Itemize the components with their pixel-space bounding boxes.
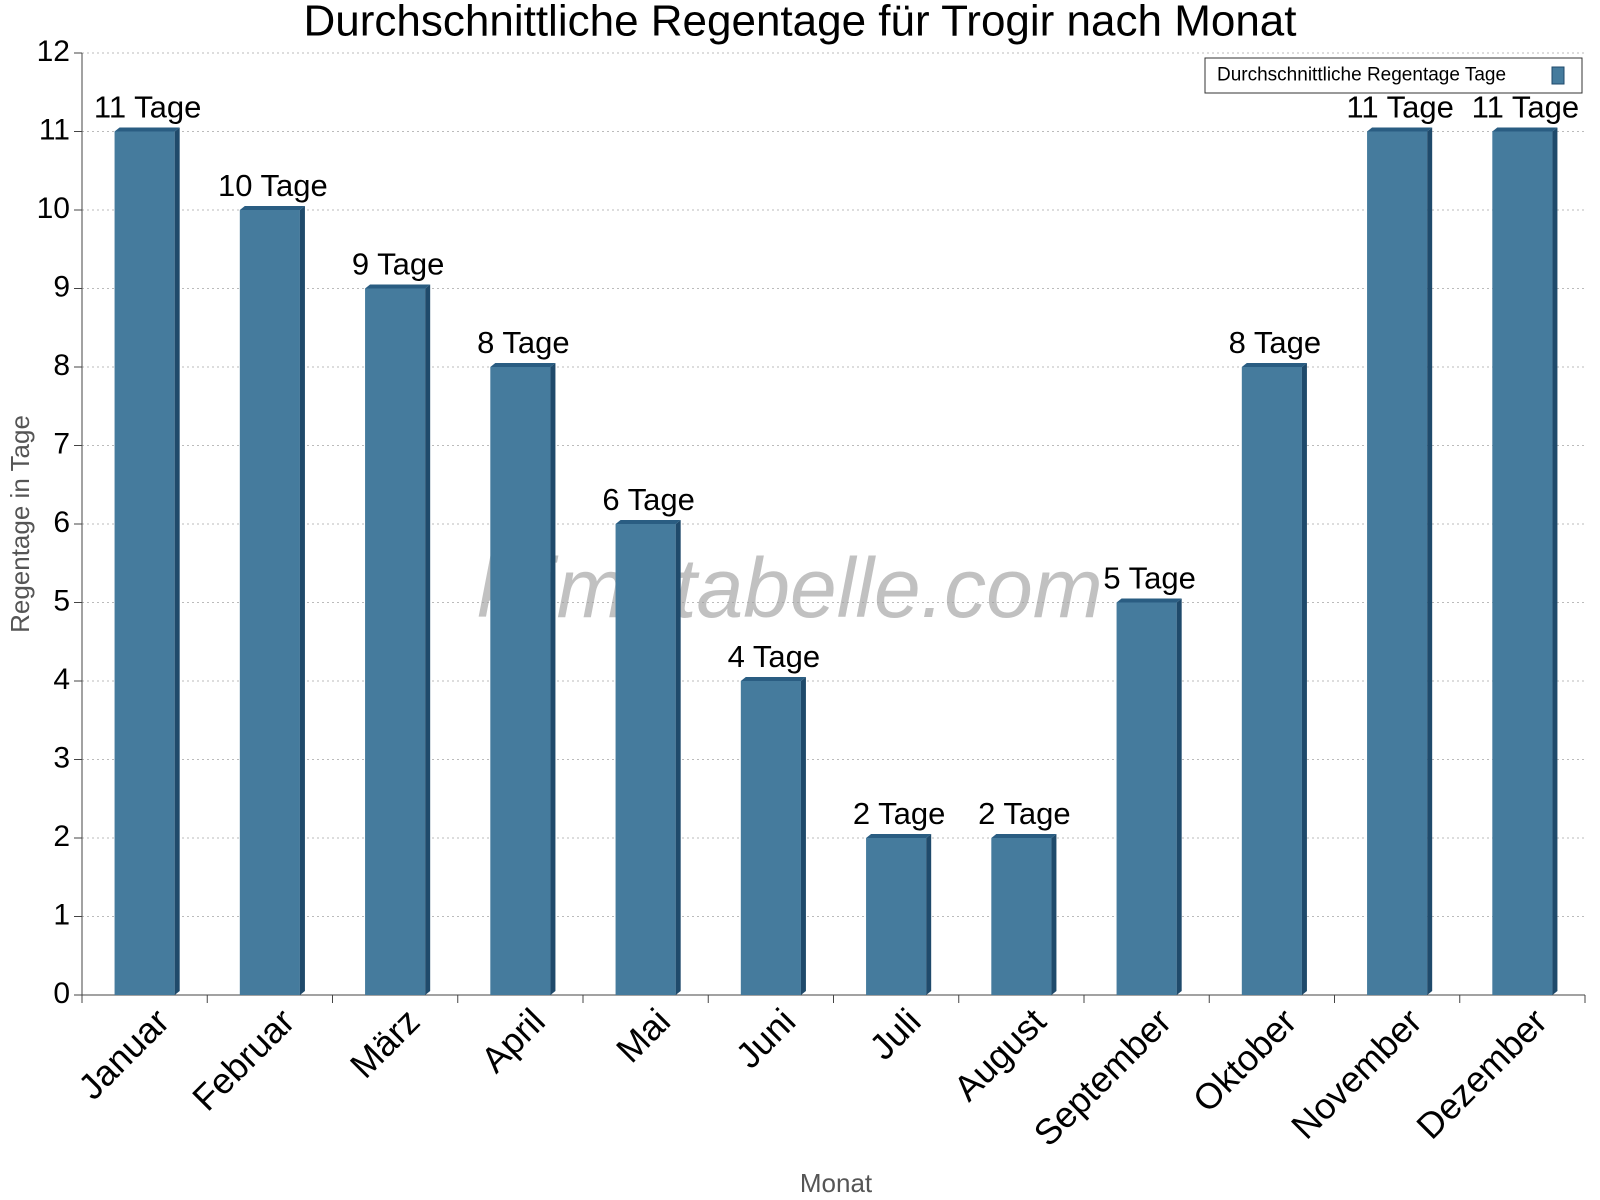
bar-top [866, 834, 932, 838]
x-tick-label: November [1283, 1000, 1429, 1146]
bar-side [1176, 598, 1182, 995]
bar-top [740, 677, 806, 681]
bar-top [114, 127, 180, 132]
bar-top [365, 284, 431, 289]
bar-top [1367, 127, 1433, 132]
value-label: 11 Tage [94, 90, 201, 125]
bar-side [550, 363, 556, 995]
bar [866, 838, 927, 995]
bar [1241, 367, 1302, 995]
watermark: klimatabelle.com [477, 541, 1103, 635]
bar [1116, 602, 1177, 995]
x-tick-label: Mai [608, 1000, 678, 1070]
x-tick-label: Januar [70, 1000, 177, 1107]
y-tick-label: 10 [37, 192, 70, 225]
bar-side [1051, 834, 1057, 995]
value-label: 8 Tage [477, 325, 570, 360]
bar-side [675, 520, 681, 995]
bar [740, 681, 801, 995]
x-tick-label: Dezember [1408, 1000, 1554, 1146]
bar-top [239, 206, 305, 210]
value-label: 9 Tage [352, 247, 445, 282]
bar [1492, 131, 1553, 995]
bar-side [1427, 127, 1433, 995]
bar-top [490, 363, 556, 367]
y-tick-label: 11 [39, 113, 70, 146]
x-tick-label: September [1025, 1000, 1179, 1154]
bar-top [1492, 127, 1558, 132]
bar-top [991, 834, 1057, 838]
y-tick-label: 7 [53, 427, 70, 460]
bar [114, 131, 175, 995]
bar [615, 524, 676, 995]
value-label: 6 Tage [602, 482, 695, 517]
x-tick-label: April [473, 1000, 553, 1080]
y-tick-label: 6 [53, 506, 70, 539]
bar [239, 210, 300, 995]
x-tick-label: August [946, 1000, 1054, 1108]
bar-side [425, 284, 431, 995]
value-label: 4 Tage [728, 639, 821, 674]
y-tick-label: 12 [37, 35, 70, 68]
bar-side [174, 127, 180, 995]
bar-side [800, 677, 806, 995]
bar-top [1116, 598, 1182, 603]
legend-swatch [1551, 66, 1565, 85]
bar-top [1241, 363, 1307, 367]
y-tick-label: 2 [53, 820, 70, 853]
x-tick-label: Juni [728, 1000, 804, 1076]
y-tick-label: 1 [53, 898, 70, 931]
legend-label: Durchschnittliche Regentage Tage [1217, 65, 1506, 86]
x-axis-label: Monat [800, 1168, 873, 1198]
value-label: 11 Tage [1346, 90, 1453, 125]
value-label: 2 Tage [853, 796, 946, 831]
y-tick-label: 4 [53, 663, 70, 696]
chart-title: Durchschnittliche Regentage für Trogir n… [304, 0, 1297, 46]
x-tick-label: Oktober [1185, 1000, 1305, 1120]
bar [1367, 131, 1428, 995]
y-tick-label: 9 [53, 270, 70, 303]
y-tick-label: 8 [53, 349, 70, 382]
x-tick-label: Juli [861, 1000, 928, 1067]
bar-top [615, 520, 681, 524]
bar [365, 288, 426, 995]
bar-side [926, 834, 932, 995]
x-tick-label: Februar [184, 1000, 302, 1118]
y-tick-label: 0 [53, 977, 70, 1010]
y-axis-label: Regentage in Tage [5, 415, 35, 633]
y-tick-label: 5 [53, 584, 70, 617]
value-label: 11 Tage [1472, 90, 1579, 125]
y-tick-label: 3 [53, 741, 70, 774]
value-label: 8 Tage [1229, 325, 1322, 360]
bar-side [299, 206, 305, 995]
value-label: 2 Tage [978, 796, 1071, 831]
legend: Durchschnittliche Regentage Tage [1204, 57, 1583, 94]
bar-side [1552, 127, 1558, 995]
bar-side [1301, 363, 1307, 995]
x-tick-label: März [342, 1000, 428, 1086]
bar [490, 367, 551, 995]
legend-box [1204, 57, 1583, 94]
bar [991, 838, 1052, 995]
value-label: 10 Tage [218, 168, 328, 203]
value-label: 5 Tage [1103, 561, 1196, 596]
